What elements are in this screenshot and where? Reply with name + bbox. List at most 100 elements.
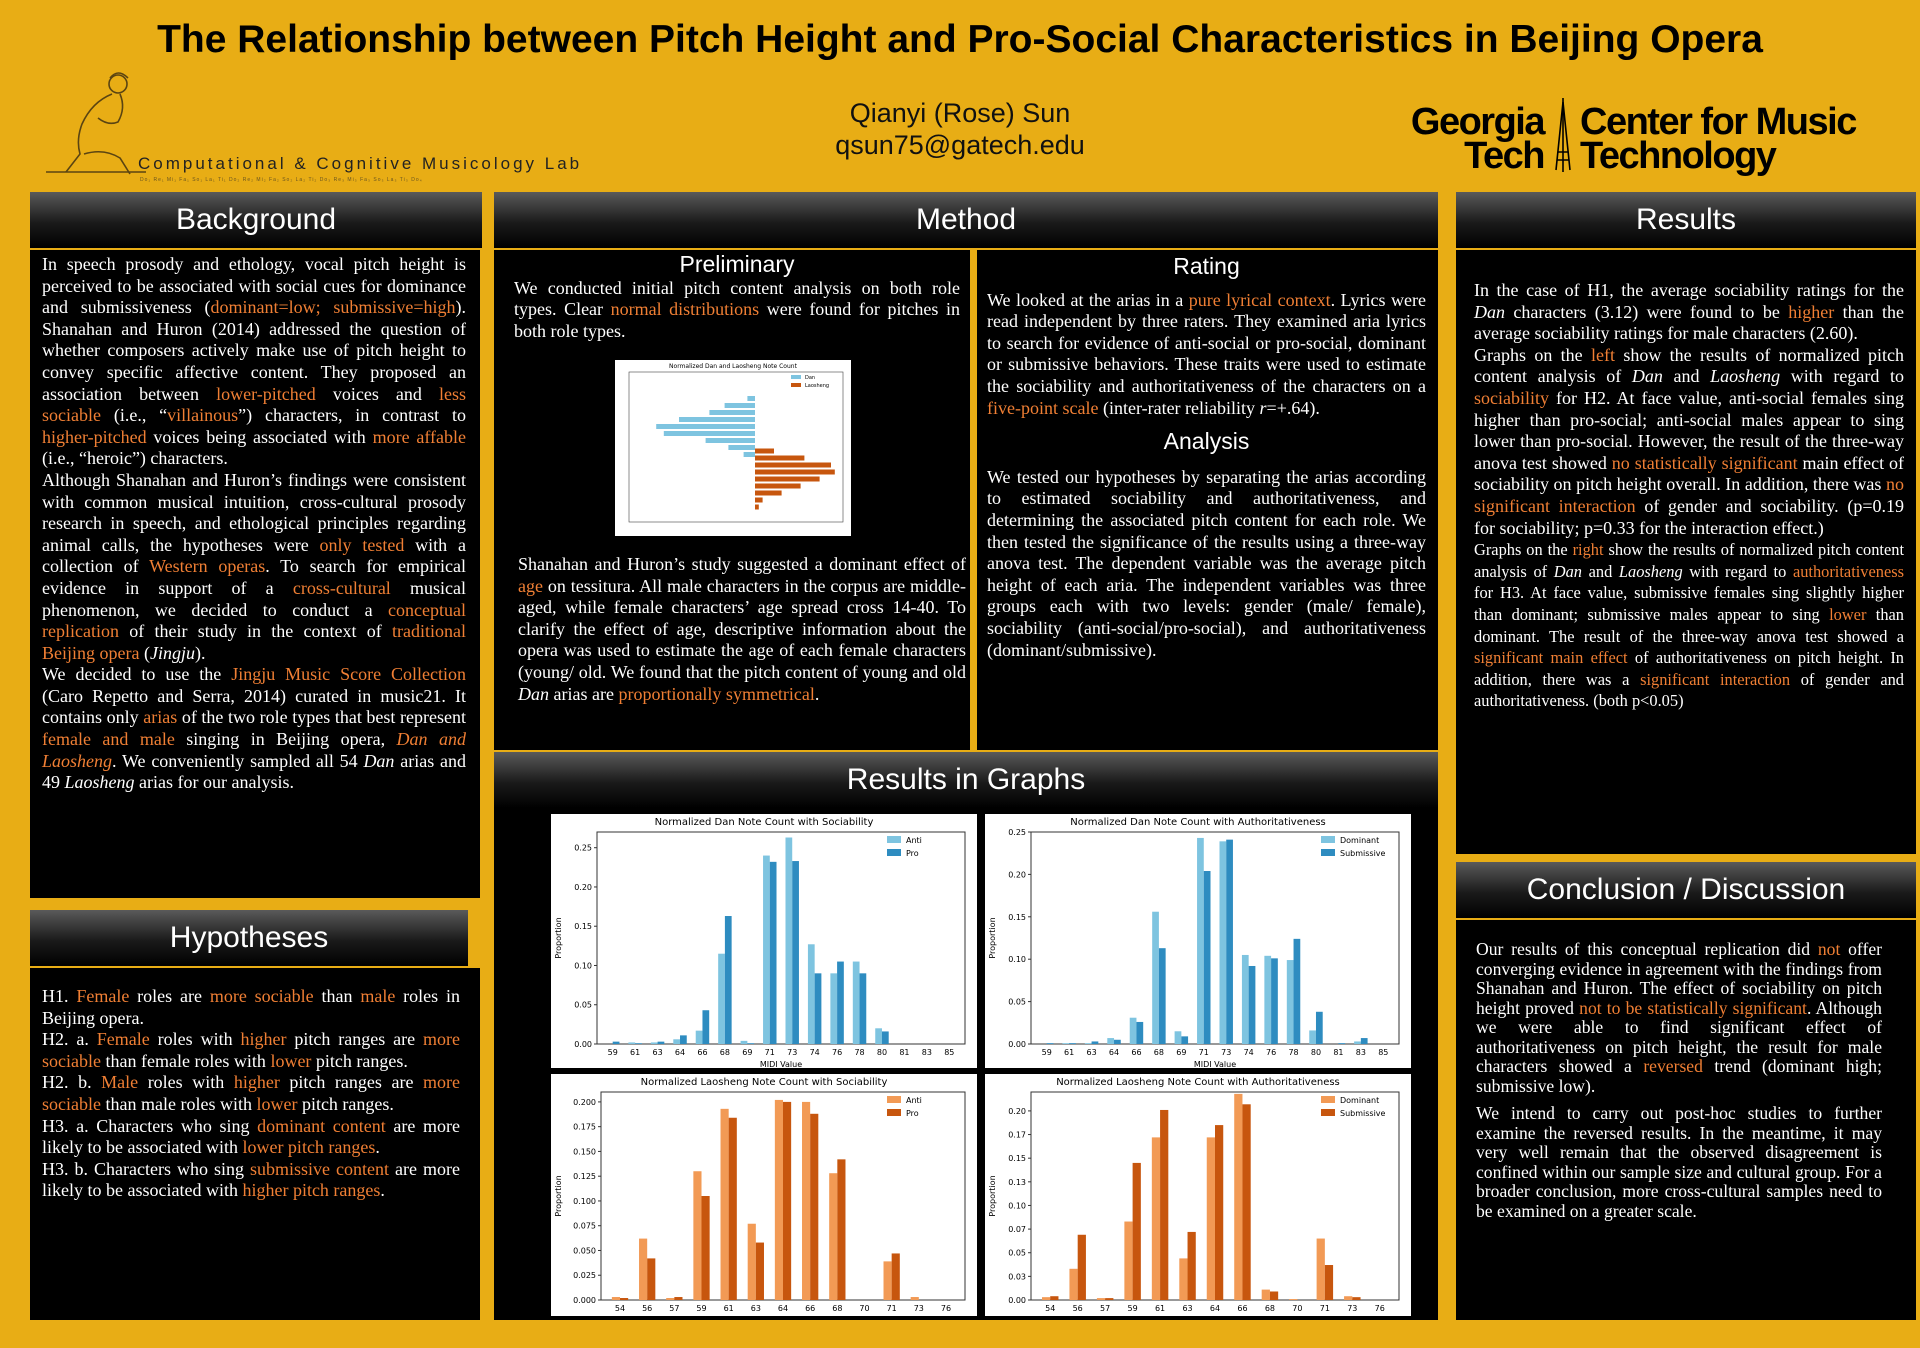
bar-submissive-74	[1248, 965, 1256, 1044]
prelim-chart: Normalized Dan and Laosheng Note Count Da…	[615, 360, 851, 536]
y-tick-label: 0.00	[1008, 1296, 1026, 1305]
results-text-1: In the case of H1, the average sociabili…	[1474, 280, 1905, 538]
bar-submissive-66	[1242, 1104, 1251, 1300]
legend-swatch-submissive	[1321, 1109, 1335, 1116]
chart-dan-sociability: Normalized Dan Note Count with Sociabili…	[551, 814, 977, 1069]
chart-title: Normalized Dan Note Count with Sociabili…	[655, 817, 874, 828]
chart-laosheng-sociability: Normalized Laosheng Note Count with Soci…	[551, 1074, 977, 1316]
bar-pro-56	[647, 1258, 656, 1300]
y-tick-label: 0.025	[573, 1271, 596, 1280]
bar-dominant-57	[1096, 1298, 1106, 1300]
legend-label-pro: Pro	[906, 849, 919, 858]
bar-pro-57	[674, 1297, 683, 1300]
bar-anti-73	[785, 837, 793, 1044]
plot-frame	[628, 371, 844, 523]
bar-submissive-78	[1293, 938, 1301, 1044]
x-tick-label: 71	[887, 1304, 897, 1313]
bar-dominant-78	[1286, 960, 1294, 1044]
x-tick-label: 78	[854, 1048, 864, 1057]
bar-dan-2	[709, 410, 755, 415]
bar-submissive-59	[1132, 1162, 1141, 1300]
logo-line-1: Georgia	[1410, 101, 1546, 143]
legend-label-submissive: Submissive	[1340, 849, 1386, 858]
x-axis-label: MIDI Value	[1194, 1060, 1236, 1068]
y-tick-label: 0.20	[1008, 1107, 1026, 1116]
bar-anti-71	[883, 1261, 892, 1300]
bar-anti-76	[830, 973, 838, 1044]
bar-dominant-66	[1234, 1093, 1243, 1300]
bar-dominant-76	[1264, 955, 1272, 1044]
bar-submissive-71	[1203, 871, 1211, 1044]
y-tick-label: 0.25	[1008, 828, 1026, 837]
logo-line-2: Tech	[1464, 135, 1545, 177]
bar-laosheng-4	[755, 476, 820, 482]
bar-submissive-59	[1046, 1043, 1054, 1044]
bar-anti-63	[650, 1042, 658, 1044]
preliminary-panel: Preliminary We conducted initial pitch c…	[494, 250, 970, 750]
bar-dominant-74	[1241, 954, 1249, 1044]
analysis-title: Analysis	[1163, 428, 1250, 455]
method-header: Method	[494, 192, 1438, 248]
x-tick-label: 78	[1288, 1048, 1298, 1057]
bar-laosheng-7	[755, 497, 763, 503]
graphs-panel: Normalized Dan Note Count with Sociabili…	[494, 808, 1438, 1320]
bar-submissive-69	[1181, 1036, 1189, 1044]
y-tick-label: 0.075	[573, 1222, 596, 1231]
bar-pro-64	[783, 1101, 792, 1300]
x-tick-label: 59	[608, 1048, 618, 1057]
x-tick-label: 66	[1237, 1304, 1247, 1313]
x-tick-label: 59	[1042, 1048, 1052, 1057]
x-tick-label: 61	[724, 1304, 734, 1313]
x-tick-label: 74	[1244, 1048, 1254, 1057]
lab-logo-thinker-icon	[46, 72, 146, 175]
background-panel: In speech prosody and ethology, vocal pi…	[30, 250, 480, 898]
chart-title: Normalized Laosheng Note Count with Soci…	[641, 1077, 888, 1088]
bar-pro-80	[881, 1031, 889, 1044]
x-tick-label: 73	[914, 1304, 924, 1313]
bar-submissive-64	[1215, 1125, 1224, 1300]
bar-dominant-59	[1124, 1221, 1133, 1300]
bar-pro-69	[747, 1043, 755, 1044]
legend-label-dan: Dan	[805, 375, 815, 381]
bar-submissive-71	[1324, 1265, 1334, 1300]
x-tick-label: 76	[941, 1304, 951, 1313]
x-tick-label: 59	[1128, 1304, 1138, 1313]
bar-laosheng-5	[755, 483, 801, 489]
x-tick-label: 85	[1378, 1048, 1388, 1057]
y-axis-label: Proportion	[988, 917, 997, 958]
legend-label-pro: Pro	[906, 1109, 919, 1118]
bar-dominant-68	[1261, 1289, 1270, 1300]
bar-anti-57	[666, 1298, 675, 1300]
bar-anti-68	[718, 953, 725, 1044]
x-tick-label: 73	[1347, 1304, 1357, 1313]
center-music-tech-logo: Center for Music Technology	[1580, 103, 1857, 175]
bar-anti-61	[628, 1042, 636, 1044]
bar-anti-56	[639, 1238, 648, 1300]
x-tick-label: 73	[1221, 1048, 1231, 1057]
chart-laosheng-authoritativeness: Normalized Laosheng Note Count with Auth…	[985, 1074, 1411, 1316]
x-tick-label: 64	[1109, 1048, 1119, 1057]
hypotheses-header: Hypotheses	[30, 910, 468, 966]
y-axis-label: Proportion	[988, 1175, 997, 1216]
x-tick-label: 54	[615, 1304, 625, 1313]
x-tick-label: 69	[742, 1048, 752, 1057]
bar-dominant-63	[1084, 1043, 1092, 1044]
bar-pro-66	[810, 1113, 819, 1300]
bar-pro-64	[680, 1035, 687, 1044]
bar-laosheng-8	[755, 504, 759, 510]
x-tick-label: 83	[1356, 1048, 1366, 1057]
bar-submissive-83	[1360, 1038, 1368, 1044]
y-tick-label: 0.125	[573, 1172, 596, 1181]
x-tick-label: 61	[1155, 1304, 1165, 1313]
x-tick-label: 66	[805, 1304, 815, 1313]
bar-anti-61	[720, 1108, 729, 1300]
chart-dan-authoritativeness: Normalized Dan Note Count with Authorita…	[985, 814, 1411, 1069]
bar-pro-63	[657, 1041, 665, 1044]
bar-submissive-73	[1352, 1297, 1361, 1300]
legend-label-dominant: Dominant	[1340, 1096, 1379, 1105]
bar-laosheng-1	[755, 455, 805, 461]
bar-dominant-64	[1107, 1038, 1115, 1044]
x-tick-label: 57	[1100, 1304, 1110, 1313]
legend-label-dominant: Dominant	[1340, 836, 1379, 845]
x-tick-label: 69	[1176, 1048, 1186, 1057]
